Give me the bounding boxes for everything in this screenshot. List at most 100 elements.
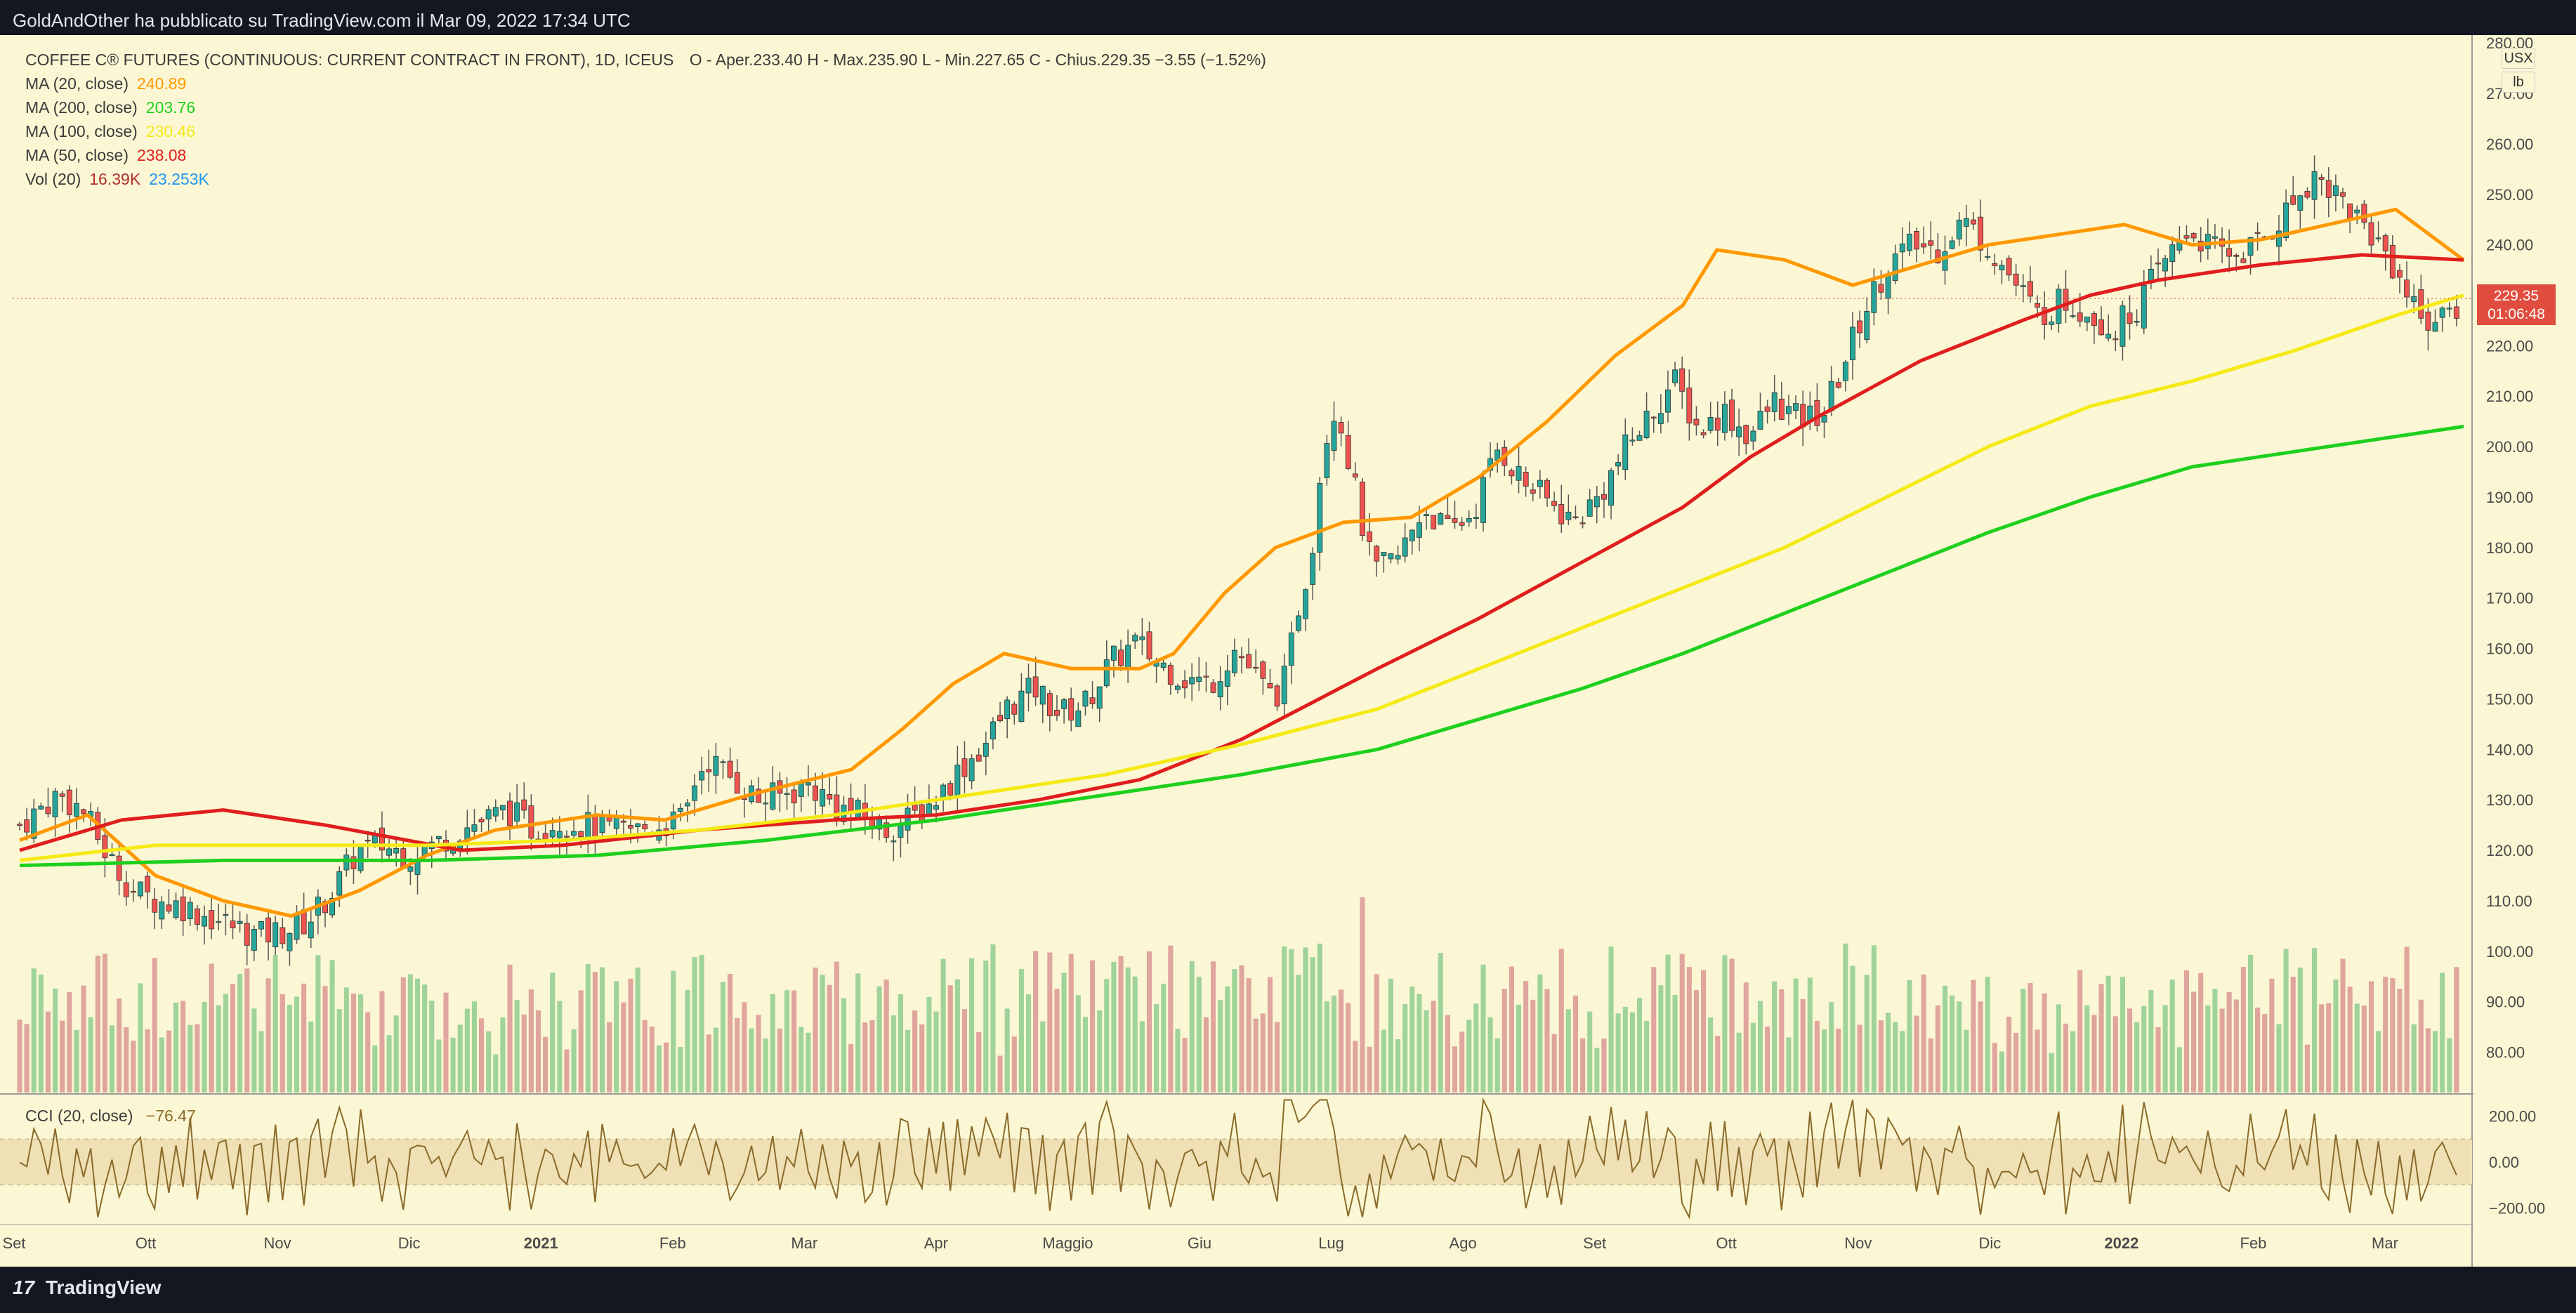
volume-bar xyxy=(2376,1031,2381,1093)
candle-body xyxy=(1579,522,1586,524)
volume-bar xyxy=(550,972,556,1093)
candle-body xyxy=(2183,235,2190,239)
legend-label: MA (20, close) xyxy=(25,74,129,93)
candle-body xyxy=(1324,443,1330,478)
legend-value: 16.39K xyxy=(89,170,141,188)
volume-bar xyxy=(1296,975,1301,1093)
volume-bar xyxy=(2397,989,2403,1093)
volume-bar xyxy=(2112,1016,2118,1093)
volume-bar xyxy=(1210,961,1216,1093)
candle-body xyxy=(251,929,257,951)
volume-bar xyxy=(841,998,847,1093)
candle-body xyxy=(1281,666,1287,704)
candle-body xyxy=(720,761,726,763)
unit-scale-button[interactable]: lb xyxy=(2502,72,2535,93)
candle-body xyxy=(1374,546,1380,562)
volume-bar xyxy=(1665,954,1671,1093)
candle-body xyxy=(393,847,400,854)
candle-body xyxy=(1523,472,1529,487)
volume-bar xyxy=(1957,1001,1962,1093)
candle-body xyxy=(1629,440,1636,442)
legend-row: MA (100, close) 230.46 xyxy=(25,122,195,141)
volume-bar xyxy=(2276,1024,2282,1093)
volume-bar xyxy=(1907,979,1912,1093)
candle-body xyxy=(1360,481,1365,536)
candle-body xyxy=(1721,404,1728,433)
candle-body xyxy=(17,824,22,826)
volume-bar xyxy=(1275,1022,1280,1093)
candle-body xyxy=(237,921,243,924)
candle-body xyxy=(1537,480,1543,487)
volume-bar xyxy=(2283,949,2289,1093)
volume-bar xyxy=(749,1028,754,1093)
candle-body xyxy=(1416,522,1422,538)
volume-bar xyxy=(2290,977,2296,1093)
candle-body xyxy=(528,805,534,839)
candle-body xyxy=(1239,656,1244,659)
brand-name: TradingView xyxy=(45,1276,162,1298)
volume-bar xyxy=(230,984,236,1093)
volume-bar xyxy=(1395,1039,1401,1093)
volume-bar xyxy=(372,1045,378,1093)
candle-body xyxy=(954,765,961,796)
candle-body xyxy=(1814,400,1820,426)
candle-body xyxy=(2127,312,2133,324)
candle-body xyxy=(1054,709,1060,716)
volume-bar xyxy=(2233,999,2239,1093)
volume-bar xyxy=(2425,1028,2431,1093)
volume-bar xyxy=(1679,954,1685,1093)
volume-bar xyxy=(414,978,421,1093)
candle-body xyxy=(123,882,129,897)
volume-bar xyxy=(2169,979,2175,1093)
candle-body xyxy=(24,819,30,833)
candle-body xyxy=(1004,699,1011,720)
volume-bar xyxy=(820,975,825,1093)
candle-body xyxy=(933,805,939,810)
volume-bar xyxy=(1857,1024,1862,1093)
y-tick-label: 220.00 xyxy=(2486,337,2533,355)
volume-bar xyxy=(322,986,328,1093)
candle-body xyxy=(1075,710,1082,727)
volume-bar xyxy=(2134,1022,2140,1093)
candle-body xyxy=(684,803,690,807)
volume-bar xyxy=(649,1027,655,1093)
volume-bar xyxy=(2063,1023,2069,1093)
candle-body xyxy=(2318,177,2325,180)
candle-body xyxy=(699,771,705,781)
volume-bar xyxy=(350,994,357,1093)
volume-bar xyxy=(1551,1034,1557,1093)
candle-body xyxy=(357,846,364,871)
candle-body xyxy=(1295,615,1301,631)
volume-bar xyxy=(912,1010,918,1093)
candle-body xyxy=(564,836,570,838)
volume-bar xyxy=(457,1024,463,1093)
candle-body xyxy=(116,855,122,881)
candle-body xyxy=(294,913,300,940)
volume-bar xyxy=(940,958,946,1093)
candle-body xyxy=(2325,180,2332,198)
tradingview-logo[interactable]: 17 TradingView xyxy=(13,1276,161,1299)
volume-bar xyxy=(379,991,385,1093)
volume-bar xyxy=(1431,1001,1436,1093)
volume-bar xyxy=(983,961,989,1093)
volume-bar xyxy=(1608,946,1614,1093)
volume-bar xyxy=(173,1002,179,1093)
candle-body xyxy=(1914,230,1919,250)
volume-bar xyxy=(1516,1004,1522,1093)
volume-bar xyxy=(400,977,406,1093)
currency-scale-button[interactable]: USX xyxy=(2502,48,2535,69)
x-tick-label: Nov xyxy=(1844,1234,1872,1252)
candle-body xyxy=(947,783,954,796)
candle-body xyxy=(1210,682,1216,693)
x-tick-label: 2021 xyxy=(524,1234,558,1252)
candle-body xyxy=(521,799,527,811)
volume-bar xyxy=(67,991,72,1093)
volume-bar xyxy=(1622,1006,1628,1093)
volume-bar xyxy=(124,1027,129,1093)
candle-body xyxy=(670,811,676,830)
volume-bar xyxy=(1594,1048,1600,1093)
legend-value: 203.76 xyxy=(145,98,196,117)
volume-bar xyxy=(883,979,889,1093)
